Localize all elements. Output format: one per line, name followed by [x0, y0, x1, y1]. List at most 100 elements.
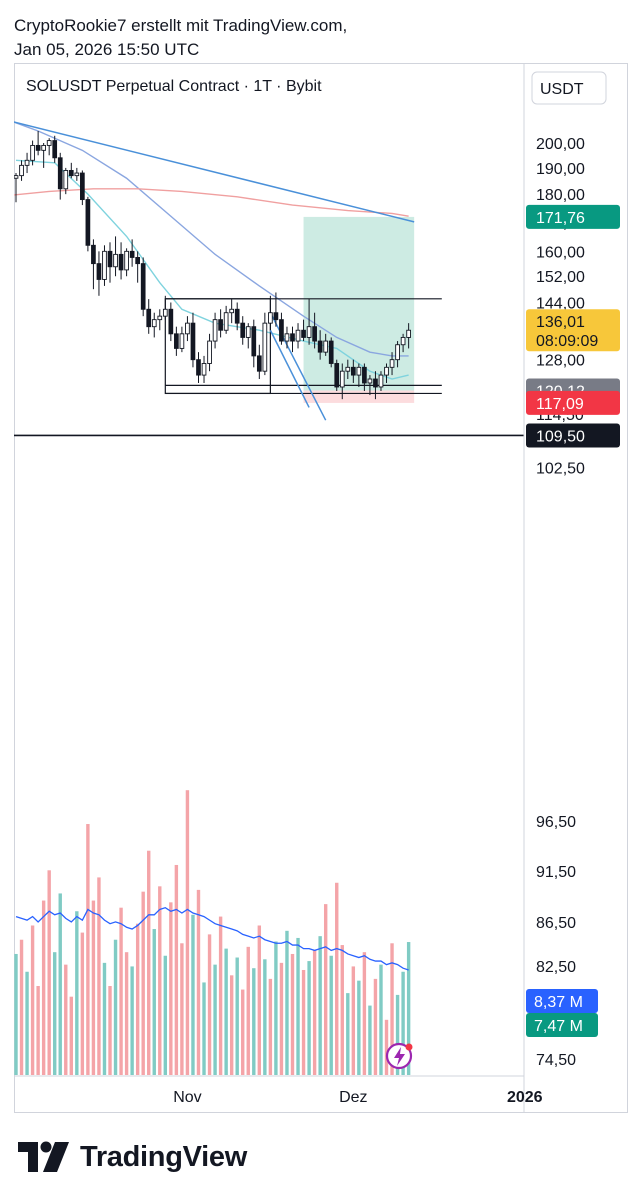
candle — [290, 326, 295, 353]
candle — [334, 359, 340, 392]
price-label-box — [526, 423, 620, 448]
volume-bar — [268, 978, 273, 1075]
candle — [356, 363, 362, 387]
volume-bar — [263, 959, 267, 1075]
volume-bar — [174, 864, 179, 1075]
volume-bar — [229, 975, 234, 1075]
candle — [350, 359, 356, 383]
candle-body — [74, 172, 80, 177]
volume-bar — [169, 902, 173, 1075]
candle-body — [362, 366, 367, 384]
volume-label-value: 7,47 M — [534, 1018, 583, 1035]
volume-bar — [30, 925, 35, 1075]
volume-bar — [274, 941, 278, 1075]
candle-body — [168, 308, 174, 335]
candle — [218, 309, 223, 338]
volume-bar — [163, 955, 168, 1075]
candle-body — [295, 329, 301, 342]
price-tick-label: 74,50 — [536, 1052, 576, 1069]
candle — [268, 295, 273, 331]
volume-bar — [86, 824, 90, 1075]
candle — [245, 323, 251, 349]
trendline — [269, 329, 310, 408]
candle-body — [124, 250, 129, 271]
candle-body — [234, 308, 240, 324]
candle-body — [356, 366, 362, 376]
price-label-value: 171,76 — [536, 210, 585, 227]
candle — [80, 170, 85, 206]
candle-body — [151, 319, 157, 328]
price-tick-label: 91,50 — [536, 864, 576, 881]
candle — [107, 242, 113, 283]
candle — [229, 299, 235, 324]
lightning-bolt-icon — [394, 1047, 405, 1066]
volume-bar — [318, 936, 322, 1075]
volume-bar — [373, 978, 378, 1075]
volume-bar — [335, 882, 339, 1075]
candle — [262, 312, 268, 376]
candle-body — [140, 263, 146, 310]
price-tick-label: 190,00 — [536, 161, 585, 178]
candle — [251, 319, 257, 368]
trendline — [14, 121, 415, 223]
candle-body — [63, 170, 69, 190]
candle — [151, 312, 157, 338]
candle-body — [30, 144, 35, 161]
candle-body — [395, 344, 400, 361]
volume-bar — [53, 952, 57, 1075]
candlestick-chart[interactable]: USDT200,00190,00180,00170,00160,00152,00… — [14, 63, 628, 1113]
candle-body — [91, 244, 96, 265]
volume-bar — [69, 996, 73, 1075]
candle — [102, 245, 107, 286]
candle-body — [35, 144, 41, 151]
candle-body — [350, 366, 356, 376]
position-stop-zone — [303, 390, 415, 403]
candle — [273, 292, 279, 327]
candle-body — [190, 322, 196, 361]
volume-ma-line — [15, 906, 409, 971]
price-tick-label: 128,00 — [536, 353, 585, 370]
time-tick-label: Dez — [339, 1089, 367, 1106]
candle-body — [406, 329, 411, 338]
moving-average-slow — [14, 188, 409, 217]
candle — [406, 323, 411, 349]
candle-body — [334, 363, 340, 388]
candle — [323, 333, 329, 356]
volume-bar — [401, 971, 405, 1075]
volume-bar — [25, 971, 29, 1075]
candle-body — [223, 312, 229, 331]
volume-bar — [368, 1005, 372, 1075]
candle-body — [96, 263, 102, 280]
candle-body — [179, 333, 185, 349]
position-target-zone — [303, 216, 415, 391]
volume-bar — [246, 946, 250, 1075]
volume-bar — [296, 937, 300, 1075]
candle-body — [367, 378, 373, 384]
candle-body — [107, 250, 113, 268]
symbol-title[interactable]: SOLUSDT Perpetual Contract · 1T · Bybit — [26, 78, 322, 95]
candle-body — [339, 370, 345, 388]
volume-bar — [102, 962, 107, 1075]
candle — [384, 363, 389, 383]
attribution-date: Jan 05, 2026 15:50 UTC — [14, 40, 200, 59]
candle — [240, 316, 246, 345]
candle — [118, 242, 124, 280]
volume-bar — [113, 939, 118, 1075]
volume-bar — [307, 961, 311, 1075]
price-label-box — [526, 390, 620, 415]
candle — [113, 236, 118, 277]
volume-bar — [218, 916, 223, 1075]
candle — [395, 341, 400, 368]
volume-bar — [257, 925, 262, 1075]
volume-bar — [130, 966, 134, 1075]
moving-average-mid — [14, 121, 409, 357]
candle — [256, 344, 262, 380]
candle — [146, 299, 152, 334]
candle — [68, 162, 74, 179]
candle-body — [174, 333, 179, 349]
candle — [212, 312, 218, 349]
candle — [168, 302, 174, 342]
volume-bar — [119, 907, 123, 1075]
chart-frame[interactable] — [14, 63, 628, 1113]
candle — [339, 363, 345, 400]
